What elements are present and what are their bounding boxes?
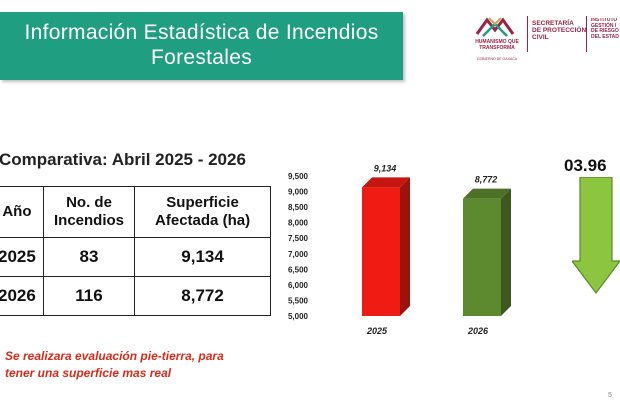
cell-area: 9,134	[134, 237, 271, 277]
bar-top	[463, 188, 511, 199]
x-category-label: 2025	[366, 326, 388, 336]
secretaria-line-3: CIVIL	[532, 34, 549, 41]
table-row: 2025 83 9,134	[0, 237, 271, 277]
gov-line-1: HUMANISMO QUE	[475, 39, 519, 45]
cell-year: 2025	[0, 237, 44, 277]
bar-side	[400, 177, 410, 316]
header-year: Año	[0, 186, 44, 238]
bar-front	[362, 187, 400, 316]
comparison-subtitle: Comparativa: Abril 2025 - 2026	[0, 150, 246, 169]
y-tick-label: 5,000	[288, 312, 309, 321]
bar-side	[501, 188, 511, 316]
bar-chart: 5,000 5,500 6,000 6,500 7,000 7,500 8,000 8,500…	[288, 163, 511, 336]
instituto-line-1: INSTITUTO	[591, 18, 618, 23]
percent-change: 03.96	[564, 156, 607, 175]
instituto-line-2: GESTIÓN I	[591, 22, 617, 29]
title-banner: Información Estadística de Incendios For…	[0, 12, 403, 80]
note-line-2: tener una superficie mas real	[5, 366, 172, 380]
y-tick-label: 8,000	[288, 219, 309, 228]
logo-divider	[527, 16, 528, 52]
statistics-table: Año No. de Incendios Superficie Afectada…	[0, 186, 271, 316]
bar-top	[362, 177, 410, 188]
instituto-line-4: DEL ESTAD	[591, 33, 619, 40]
government-logo-text: HUMANISMO QUE TRANSFORMA	[470, 39, 524, 51]
y-tick-label: 6,500	[288, 265, 309, 274]
government-subtext: GOBIERNO DE OAXACA	[476, 57, 518, 61]
x-category-label: 2026	[467, 326, 489, 336]
secretaria-line-1: SECRETARÍA	[532, 20, 574, 27]
y-tick-label: 9,000	[288, 188, 309, 197]
instituto-logo-text: INSTITUTO GESTIÓN I DE RIESGO DEL ESTAD	[591, 18, 620, 40]
y-tick-label: 5,500	[288, 296, 309, 305]
cell-fires: 116	[42, 276, 136, 316]
y-tick-label: 9,500	[288, 172, 309, 181]
page-number: 5	[608, 392, 612, 399]
y-tick-label: 6,000	[288, 281, 309, 290]
instituto-line-3: DE RIESGO	[591, 28, 619, 35]
cell-year: 2026	[0, 276, 44, 316]
secretaria-line-2: DE PROTECCIÓN	[532, 27, 587, 34]
bar-front	[463, 198, 501, 316]
gov-line-2: TRANSFORMA	[479, 44, 515, 51]
title-line-1: Información Estadística de Incendios	[24, 21, 379, 44]
cell-area: 8,772	[134, 276, 271, 316]
government-logo-icon	[475, 17, 515, 37]
y-tick-label: 7,000	[288, 250, 309, 259]
bar-value-label: 9,134	[374, 163, 397, 173]
note-line-1: Se realizara evaluación pie-tierra, para	[5, 349, 224, 363]
y-tick-label: 8,500	[288, 203, 309, 212]
evaluation-note: Se realizara evaluación pie-tierra, para…	[5, 348, 224, 382]
down-arrow-icon	[572, 177, 620, 294]
secretaria-logo-text: SECRETARÍA DE PROTECCIÓN CIVIL	[532, 20, 586, 41]
header-area: Superficie Afectada (ha)	[134, 186, 271, 238]
title-line-2: Forestales	[150, 46, 253, 69]
table-row: 2026 116 8,772	[0, 276, 271, 316]
table-header-row: Año No. de Incendios Superficie Afectada…	[0, 186, 271, 238]
bar-value-label: 8,772	[475, 175, 498, 185]
cell-fires: 83	[42, 237, 136, 277]
y-tick-label: 7,500	[288, 234, 309, 243]
logos: HUMANISMO QUE TRANSFORMA GOBIERNO DE OAX…	[470, 10, 620, 70]
logo-divider	[586, 16, 587, 52]
header-fires: No. de Incendios	[42, 186, 136, 238]
